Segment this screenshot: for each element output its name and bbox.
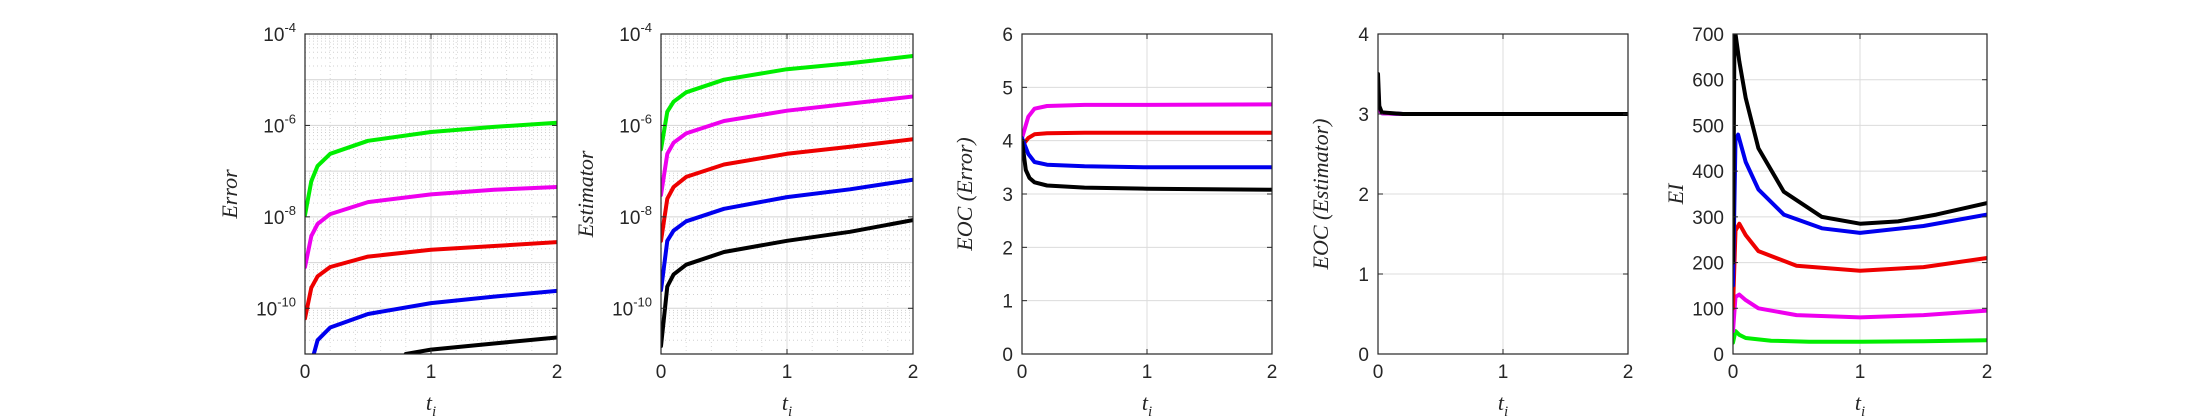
series-line-3: [1733, 221, 1987, 311]
y-tick-label: 2: [1002, 238, 1013, 259]
y-tick-label: 10-4: [263, 20, 296, 46]
y-tick-label: 5: [1002, 78, 1013, 99]
y-tick-label: 10-4: [619, 20, 652, 46]
series-line-3: [661, 137, 913, 243]
chart-panel-1: 0 1 2 10-10 10-8 10-6 10-4 ti Error: [217, 20, 562, 417]
series-line-4: [661, 177, 913, 293]
y-tick-label: 2: [1358, 185, 1369, 206]
series-line-1: [661, 54, 913, 152]
series-group: [1378, 72, 1628, 116]
x-axis-label: ti: [1498, 390, 1508, 417]
x-axis-label: ti: [782, 390, 792, 417]
y-tick-label: 1: [1358, 265, 1369, 286]
x-tick-label: 2: [1267, 362, 1278, 383]
y-tick-label: 10-6: [263, 111, 296, 137]
y-tick-label: 10-8: [263, 203, 296, 229]
chart-panel-2: 0 1 2 10-10 10-8 10-6 10-4 ti Estimator: [573, 20, 918, 417]
series-line-3: [305, 240, 557, 321]
x-tick-label: 2: [908, 362, 919, 383]
y-tick-label: 700: [1692, 25, 1724, 46]
series-group: [1022, 102, 1272, 192]
series-line-5: [661, 218, 913, 348]
x-tick-label: 2: [552, 362, 563, 383]
series-line-1: [305, 120, 557, 217]
y-tick-label: 100: [1692, 299, 1724, 320]
chart-panel-3: 0 1 2 0 1 2 3 4 5 6 ti EOC (Error): [952, 25, 1277, 417]
y-tick-label: 0: [1002, 345, 1013, 366]
y-axis-label: Error: [217, 169, 242, 220]
x-tick-label: 1: [1498, 362, 1509, 383]
series-line-1: [1022, 102, 1272, 140]
series-line-4: [1733, 132, 1987, 288]
y-tick-label: 6: [1002, 25, 1013, 46]
x-tick-label: 0: [1373, 362, 1384, 383]
y-tick-label: 4: [1358, 25, 1369, 46]
x-tick-label: 0: [300, 362, 311, 383]
series-line-4: [311, 288, 557, 354]
series-line-3: [1378, 72, 1628, 116]
series-line-5: [403, 335, 557, 354]
x-tick-label: 0: [1017, 362, 1028, 383]
series-line-2: [305, 185, 557, 269]
series-line-5: [1733, 34, 1987, 265]
series-line-2: [1022, 130, 1272, 148]
y-tick-label: 300: [1692, 208, 1724, 229]
x-axis-label: ti: [426, 390, 436, 417]
x-tick-label: 0: [656, 362, 667, 383]
y-tick-label: 0: [1713, 345, 1724, 366]
x-tick-label: 1: [1142, 362, 1153, 383]
y-axis-label: EOC (Estimator): [1308, 119, 1333, 271]
y-tick-label: 10-6: [619, 111, 652, 137]
x-tick-label: 1: [426, 362, 437, 383]
y-tick-label: 3: [1002, 185, 1013, 206]
series-group: [305, 120, 557, 354]
y-tick-label: 10-8: [619, 203, 652, 229]
x-tick-label: 0: [1728, 362, 1739, 383]
x-tick-label: 1: [782, 362, 793, 383]
series-line-2: [1733, 292, 1987, 334]
x-axis-label: ti: [1855, 390, 1865, 417]
x-tick-label: 2: [1623, 362, 1634, 383]
y-tick-label: 4: [1002, 132, 1013, 153]
series-line-3: [1022, 136, 1272, 170]
series-group: [661, 54, 913, 348]
series-line-2: [661, 94, 913, 197]
y-tick-label: 400: [1692, 162, 1724, 183]
y-tick-label: 0: [1358, 345, 1369, 366]
y-axis-label: EOC (Error): [952, 137, 977, 251]
x-tick-label: 2: [1982, 362, 1993, 383]
y-tick-label: 200: [1692, 254, 1724, 275]
series-line-1: [1733, 329, 1987, 345]
grid: [661, 33, 914, 355]
y-tick-label: 3: [1358, 105, 1369, 126]
grid: [1022, 33, 1272, 355]
chart-panel-4: 0 1 2 0 1 2 3 4 ti EOC (Estimator): [1308, 25, 1633, 417]
y-tick-label: 600: [1692, 71, 1724, 92]
series-line-4: [1022, 138, 1272, 192]
y-tick-label: 10-10: [256, 294, 296, 320]
chart-panel-5: 0 1 2 0 100 200 300 400 500 600 700 ti EI: [1663, 25, 1992, 417]
x-axis-label: ti: [1142, 390, 1152, 417]
y-tick-label: 1: [1002, 292, 1013, 313]
x-tick-label: 1: [1855, 362, 1866, 383]
series-group: [1733, 34, 1987, 345]
grid: [1733, 33, 1987, 355]
grid: [1378, 33, 1628, 355]
y-tick-label: 500: [1692, 116, 1724, 137]
y-tick-label: 10-10: [612, 294, 652, 320]
y-axis-label: EI: [1663, 182, 1688, 205]
y-axis-label: Estimator: [573, 150, 598, 238]
